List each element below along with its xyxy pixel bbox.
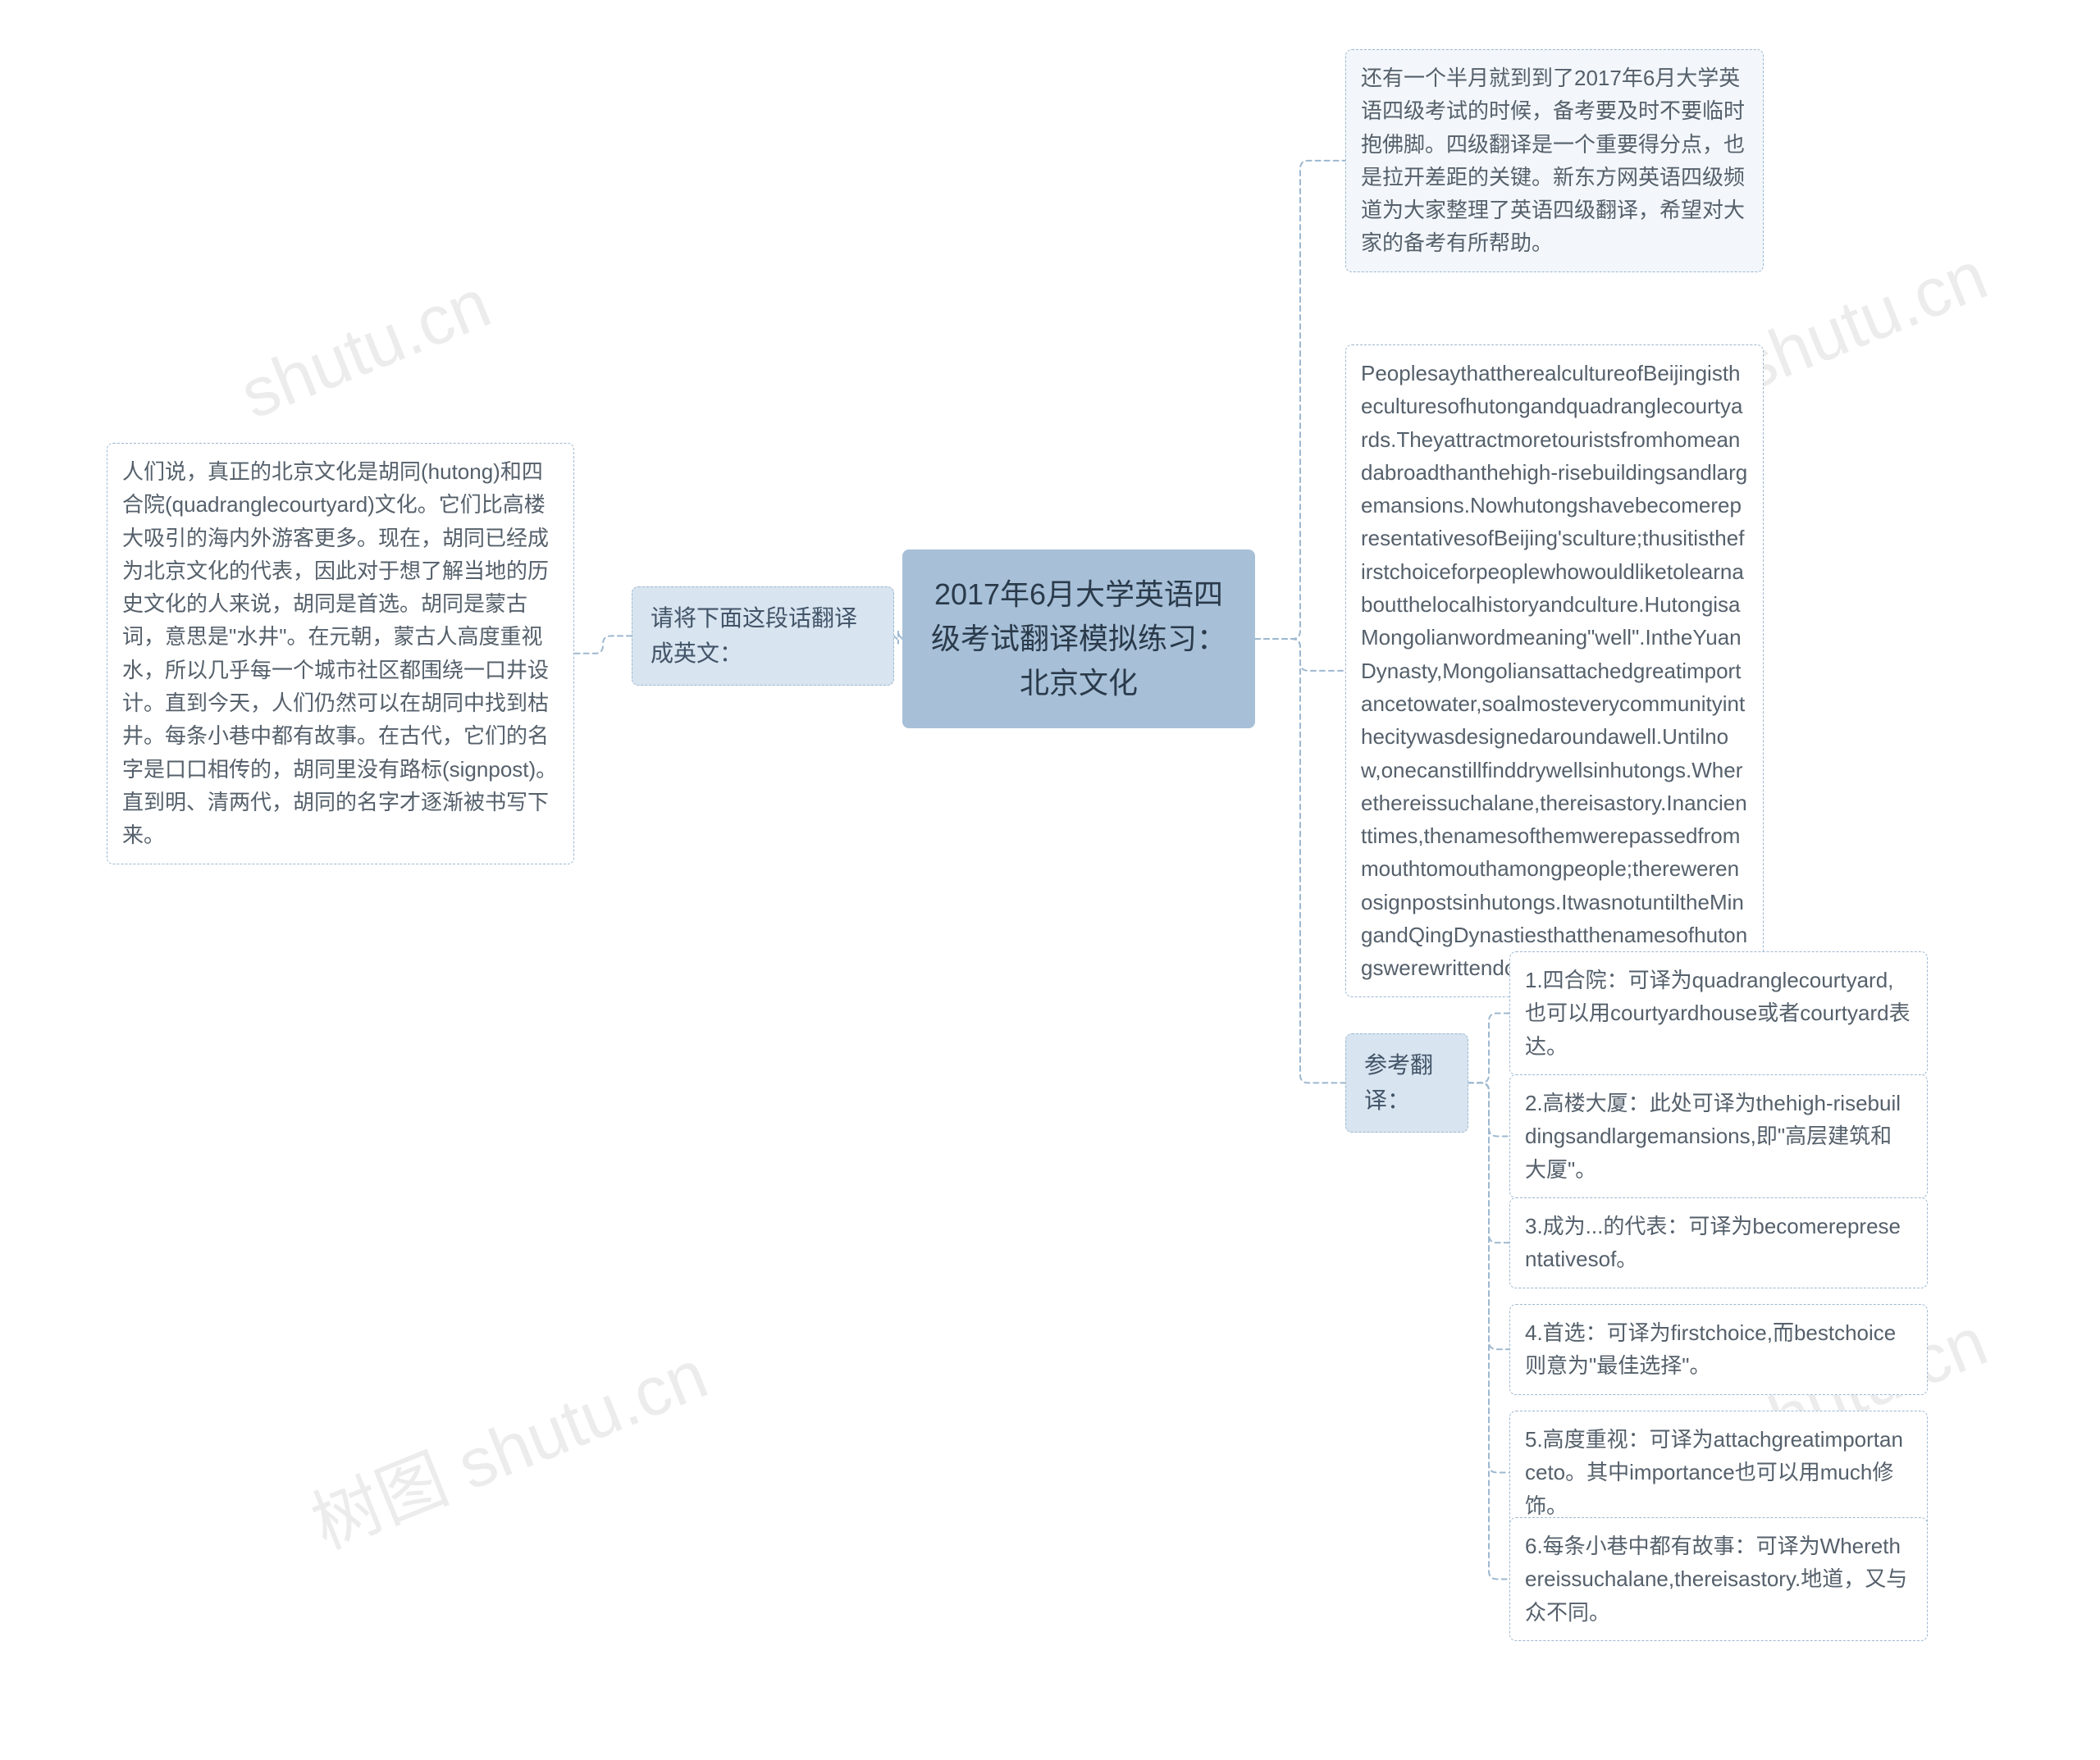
- leaf-note-3: 3.成为...的代表：可译为becomerepresentativesof。: [1509, 1197, 1928, 1288]
- leaf-intro: 还有一个半月就到到了2017年6月大学英语四级考试的时候，备考要及时不要临时抱佛…: [1345, 49, 1764, 272]
- branch-reference-translation: 参考翻译：: [1345, 1033, 1468, 1133]
- leaf-note-5: 5.高度重视：可译为attachgreatimportanceto。其中impo…: [1509, 1411, 1928, 1534]
- root-node: 2017年6月大学英语四级考试翻译模拟练习：北京文化: [902, 549, 1255, 728]
- leaf-note-6: 6.每条小巷中都有故事：可译为Wherethereissuchalane,the…: [1509, 1517, 1928, 1641]
- leaf-note-2: 2.高楼大厦：此处可译为thehigh-risebuildingsandlarg…: [1509, 1074, 1928, 1198]
- branch-translate-prompt: 请将下面这段话翻译成英文：: [632, 586, 894, 686]
- watermark: 树图 shutu.cn: [295, 1320, 719, 1568]
- watermark: shutu.cn: [230, 263, 501, 435]
- leaf-note-4: 4.首选：可译为firstchoice,而bestchoice则意为"最佳选择"…: [1509, 1304, 1928, 1395]
- leaf-note-1: 1.四合院：可译为quadranglecourtyard,也可以用courtya…: [1509, 951, 1928, 1075]
- leaf-reference-english: PeoplesaythattherealcultureofBeijingisth…: [1345, 344, 1764, 997]
- leaf-chinese-passage: 人们说，真正的北京文化是胡同(hutong)和四合院(quadranglecou…: [107, 443, 574, 864]
